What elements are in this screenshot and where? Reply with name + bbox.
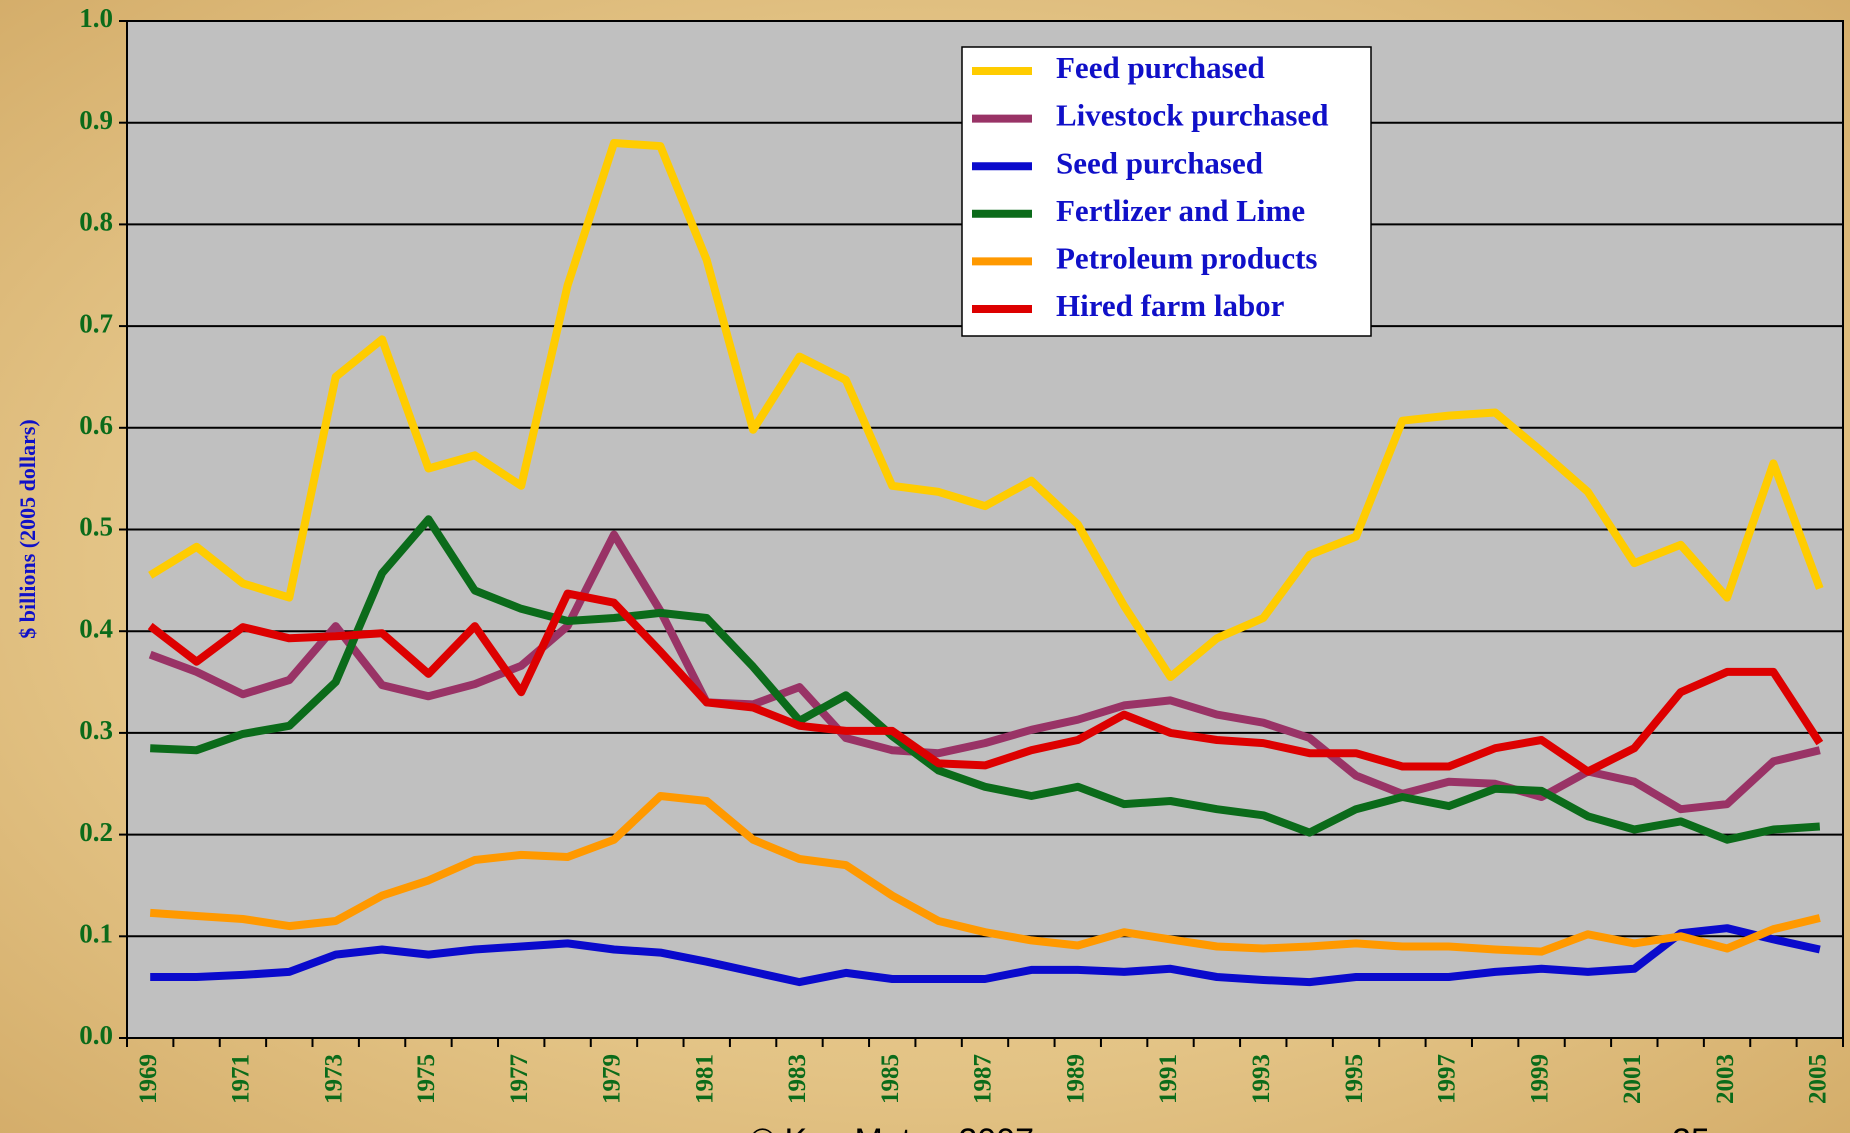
y-tick-label: 0.7 bbox=[79, 308, 113, 338]
slide-number: 25 bbox=[1672, 1122, 1710, 1133]
series-line bbox=[149, 792, 1821, 956]
x-tick-label: 1983 bbox=[784, 1054, 811, 1104]
y-tick-label: 0.3 bbox=[79, 715, 113, 745]
x-tick-label: 1971 bbox=[228, 1054, 255, 1104]
x-tick-label: 1985 bbox=[877, 1054, 904, 1104]
legend-label: Fertlizer and Lime bbox=[1056, 193, 1305, 228]
x-tick-label: 1997 bbox=[1434, 1054, 1461, 1104]
y-tick-label: 1.0 bbox=[79, 3, 113, 33]
y-tick-label: 0.9 bbox=[79, 105, 113, 135]
legend-label: Feed purchased bbox=[1056, 50, 1265, 85]
series-line bbox=[150, 924, 1821, 987]
series-line bbox=[148, 139, 1824, 681]
legend-label: Petroleum products bbox=[1056, 241, 1317, 276]
legend-label: Seed purchased bbox=[1056, 145, 1263, 180]
series-line bbox=[147, 589, 1824, 776]
y-axis-title: $ billions (2005 dollars) bbox=[15, 419, 40, 638]
x-tick-label: 2003 bbox=[1712, 1054, 1739, 1104]
x-tick-label: 1995 bbox=[1341, 1054, 1368, 1104]
x-tick-label: 1981 bbox=[691, 1054, 718, 1104]
y-tick-label: 0.6 bbox=[79, 410, 113, 440]
footer: © Ken Meter, 2007 bbox=[750, 1122, 1034, 1133]
legend-label: Hired farm labor bbox=[1056, 288, 1285, 323]
x-tick-label: 1999 bbox=[1526, 1054, 1553, 1104]
series-line bbox=[148, 530, 1821, 814]
x-tick-label: 1993 bbox=[1248, 1054, 1275, 1104]
y-tick-label: 0.4 bbox=[79, 613, 113, 643]
y-tick-label: 0.0 bbox=[79, 1020, 113, 1050]
x-tick-label: 1977 bbox=[506, 1054, 533, 1104]
y-tick-label: 0.1 bbox=[79, 919, 113, 949]
series-line bbox=[150, 515, 1821, 844]
x-tick-label: 1991 bbox=[1155, 1054, 1182, 1104]
legend-box bbox=[961, 46, 1372, 337]
x-tick-label: 1975 bbox=[413, 1054, 440, 1104]
y-tick-label: 0.2 bbox=[79, 817, 113, 847]
x-tick-label: 2001 bbox=[1619, 1054, 1646, 1104]
x-tick-label: 1989 bbox=[1062, 1054, 1089, 1104]
lines bbox=[147, 139, 1824, 987]
x-tick-label: 1979 bbox=[599, 1054, 626, 1104]
x-tick-label: 1987 bbox=[970, 1054, 997, 1104]
legend-label: Livestock purchased bbox=[1056, 98, 1328, 133]
x-tick-label: 1973 bbox=[320, 1054, 347, 1104]
x-tick-label: 2005 bbox=[1805, 1054, 1832, 1104]
x-tick-label: 1969 bbox=[135, 1054, 162, 1104]
y-tick-label: 0.8 bbox=[79, 207, 113, 237]
axes: 0.0 0.1 0.2 0.3 0.4 0.5 0.6 0.7 0.8 0.9 1.0 1969 197… bbox=[79, 3, 1844, 1104]
legend: Feed purchased Livestock purchased Seed pu… bbox=[961, 46, 1372, 337]
y-tick-label: 0.5 bbox=[79, 512, 113, 542]
